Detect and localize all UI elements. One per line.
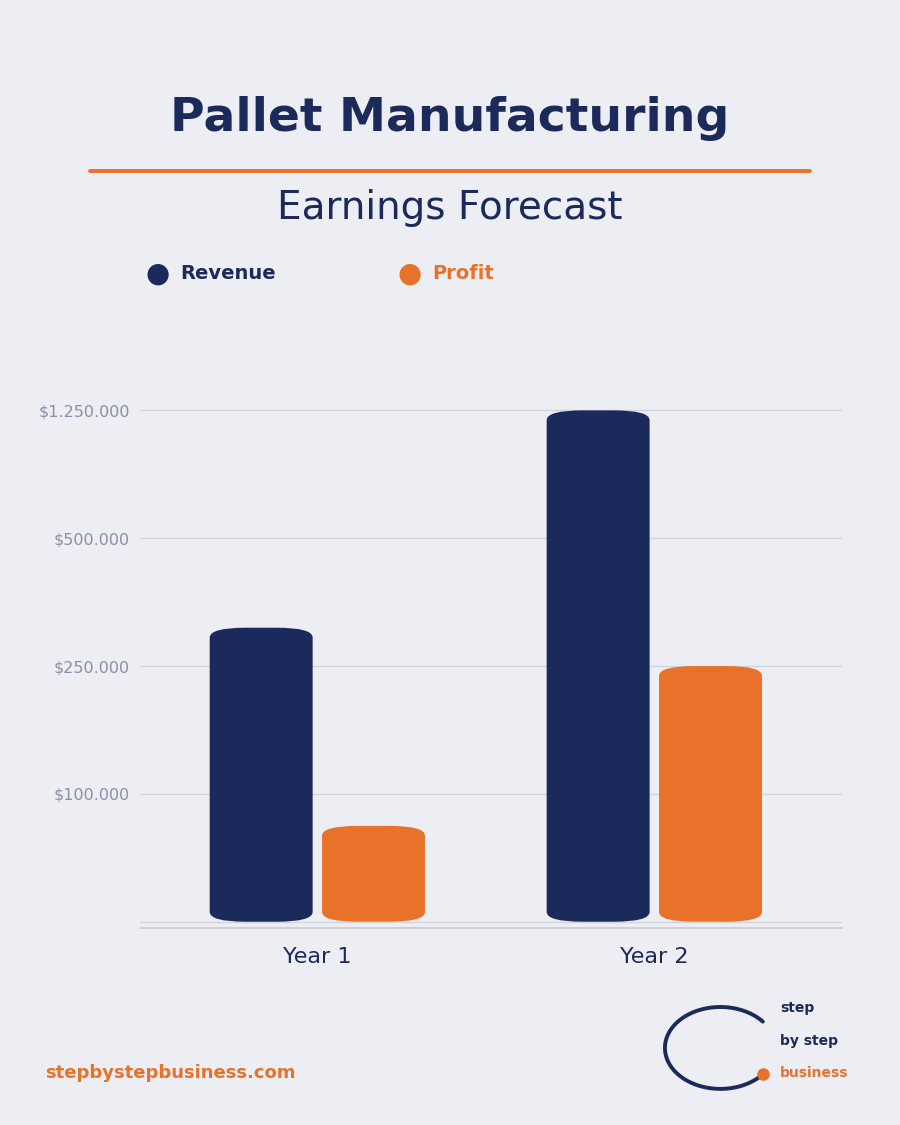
Text: business: business <box>779 1065 849 1080</box>
Text: ●: ● <box>146 260 169 287</box>
Text: Earnings Forecast: Earnings Forecast <box>277 189 623 227</box>
Text: Revenue: Revenue <box>180 264 275 282</box>
Text: stepbystepbusiness.com: stepbystepbusiness.com <box>45 1064 295 1082</box>
Text: Pallet Manufacturing: Pallet Manufacturing <box>170 96 730 141</box>
Text: ●: ● <box>398 260 421 287</box>
FancyBboxPatch shape <box>322 826 425 921</box>
FancyBboxPatch shape <box>210 628 312 921</box>
Text: step: step <box>779 1001 814 1016</box>
Text: Profit: Profit <box>432 264 494 282</box>
Text: by step: by step <box>779 1034 838 1047</box>
FancyBboxPatch shape <box>659 666 762 921</box>
FancyBboxPatch shape <box>546 411 650 921</box>
